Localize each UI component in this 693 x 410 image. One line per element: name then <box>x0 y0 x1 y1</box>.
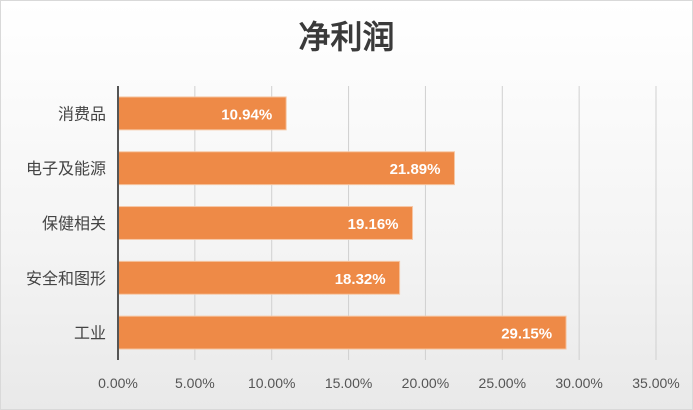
data-labels: 10.94% 21.89% 19.16% 18.32% 29.15% <box>221 106 552 342</box>
category-label: 电子及能源 <box>26 159 106 178</box>
x-tick-label: 25.00% <box>479 375 526 391</box>
bar <box>117 315 567 350</box>
x-tick-label: 35.00% <box>632 375 679 391</box>
x-tick-label: 20.00% <box>402 375 449 391</box>
x-tick-label: 10.00% <box>248 375 295 391</box>
category-label: 工业 <box>74 324 106 343</box>
category-label: 安全和图形 <box>26 269 106 288</box>
x-tick-label: 5.00% <box>175 375 215 391</box>
x-tick-labels: 0.00% 5.00% 10.00% 15.00% 20.00% 25.00% 30.00%… <box>98 375 680 391</box>
bars <box>117 96 567 350</box>
category-label: 保健相关 <box>42 214 106 233</box>
x-tick-label: 15.00% <box>325 375 372 391</box>
x-tick-label: 30.00% <box>555 375 602 391</box>
data-label: 21.89% <box>390 161 441 178</box>
category-label: 消费品 <box>58 104 106 123</box>
chart-title: 净利润 <box>298 18 395 56</box>
data-label: 19.16% <box>348 216 399 233</box>
data-label: 10.94% <box>221 106 272 123</box>
x-tick-label: 0.00% <box>98 375 138 391</box>
data-label: 29.15% <box>501 326 552 343</box>
data-label: 18.32% <box>335 271 386 288</box>
